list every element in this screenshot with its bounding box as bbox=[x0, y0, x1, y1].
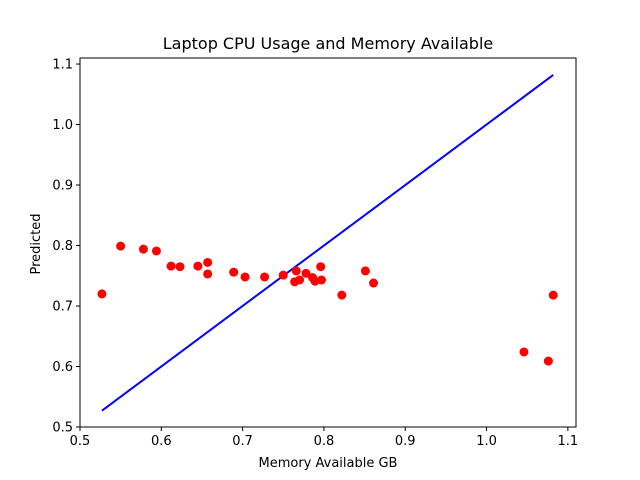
x-axis-label: Memory Available GB bbox=[259, 456, 398, 471]
data-point bbox=[369, 278, 379, 288]
data-point bbox=[166, 261, 176, 271]
y-tick-label: 0.9 bbox=[52, 179, 73, 194]
data-point bbox=[97, 289, 107, 299]
fit-line bbox=[101, 74, 554, 412]
x-axis: 0.5 0.6 0.7 0.8 0.9 1.0 1.1 bbox=[70, 427, 579, 449]
y-tick-label: 0.8 bbox=[52, 239, 73, 254]
data-point bbox=[229, 267, 239, 277]
y-tick-label: 0.7 bbox=[52, 300, 73, 315]
data-point bbox=[203, 269, 213, 279]
x-tick-label: 0.8 bbox=[314, 434, 335, 449]
data-point bbox=[175, 262, 185, 272]
data-point bbox=[548, 290, 558, 300]
data-point bbox=[360, 266, 370, 276]
data-point bbox=[543, 356, 553, 366]
data-point bbox=[240, 272, 250, 282]
x-tick-label: 1.0 bbox=[476, 434, 497, 449]
data-point bbox=[116, 241, 126, 251]
chart-title: Laptop CPU Usage and Memory Available bbox=[163, 34, 494, 53]
data-point bbox=[193, 261, 203, 271]
y-tick-label: 1.0 bbox=[52, 118, 73, 133]
data-point bbox=[295, 275, 305, 285]
data-point bbox=[316, 262, 326, 272]
data-point bbox=[278, 270, 288, 280]
data-point bbox=[151, 246, 161, 256]
y-axis: 0.5 0.6 0.7 0.8 0.9 1.0 1.1 bbox=[52, 58, 80, 436]
data-point bbox=[260, 272, 270, 282]
y-tick-label: 0.5 bbox=[52, 421, 73, 436]
data-point bbox=[519, 347, 529, 357]
y-tick-label: 1.1 bbox=[52, 58, 73, 73]
x-tick-label: 0.5 bbox=[70, 434, 91, 449]
y-tick-label: 0.6 bbox=[52, 360, 73, 375]
data-point bbox=[337, 290, 347, 300]
plot-frame bbox=[79, 57, 577, 428]
data-point bbox=[138, 244, 148, 254]
plot-area bbox=[97, 74, 558, 412]
x-tick-label: 1.1 bbox=[558, 434, 579, 449]
x-tick-label: 0.7 bbox=[232, 434, 253, 449]
y-axis-label: Predicted bbox=[29, 213, 44, 274]
x-tick-label: 0.6 bbox=[151, 434, 172, 449]
data-point bbox=[291, 266, 301, 276]
x-tick-label: 0.9 bbox=[395, 434, 416, 449]
data-point bbox=[316, 275, 326, 285]
data-point bbox=[301, 268, 311, 278]
data-point bbox=[203, 257, 213, 267]
